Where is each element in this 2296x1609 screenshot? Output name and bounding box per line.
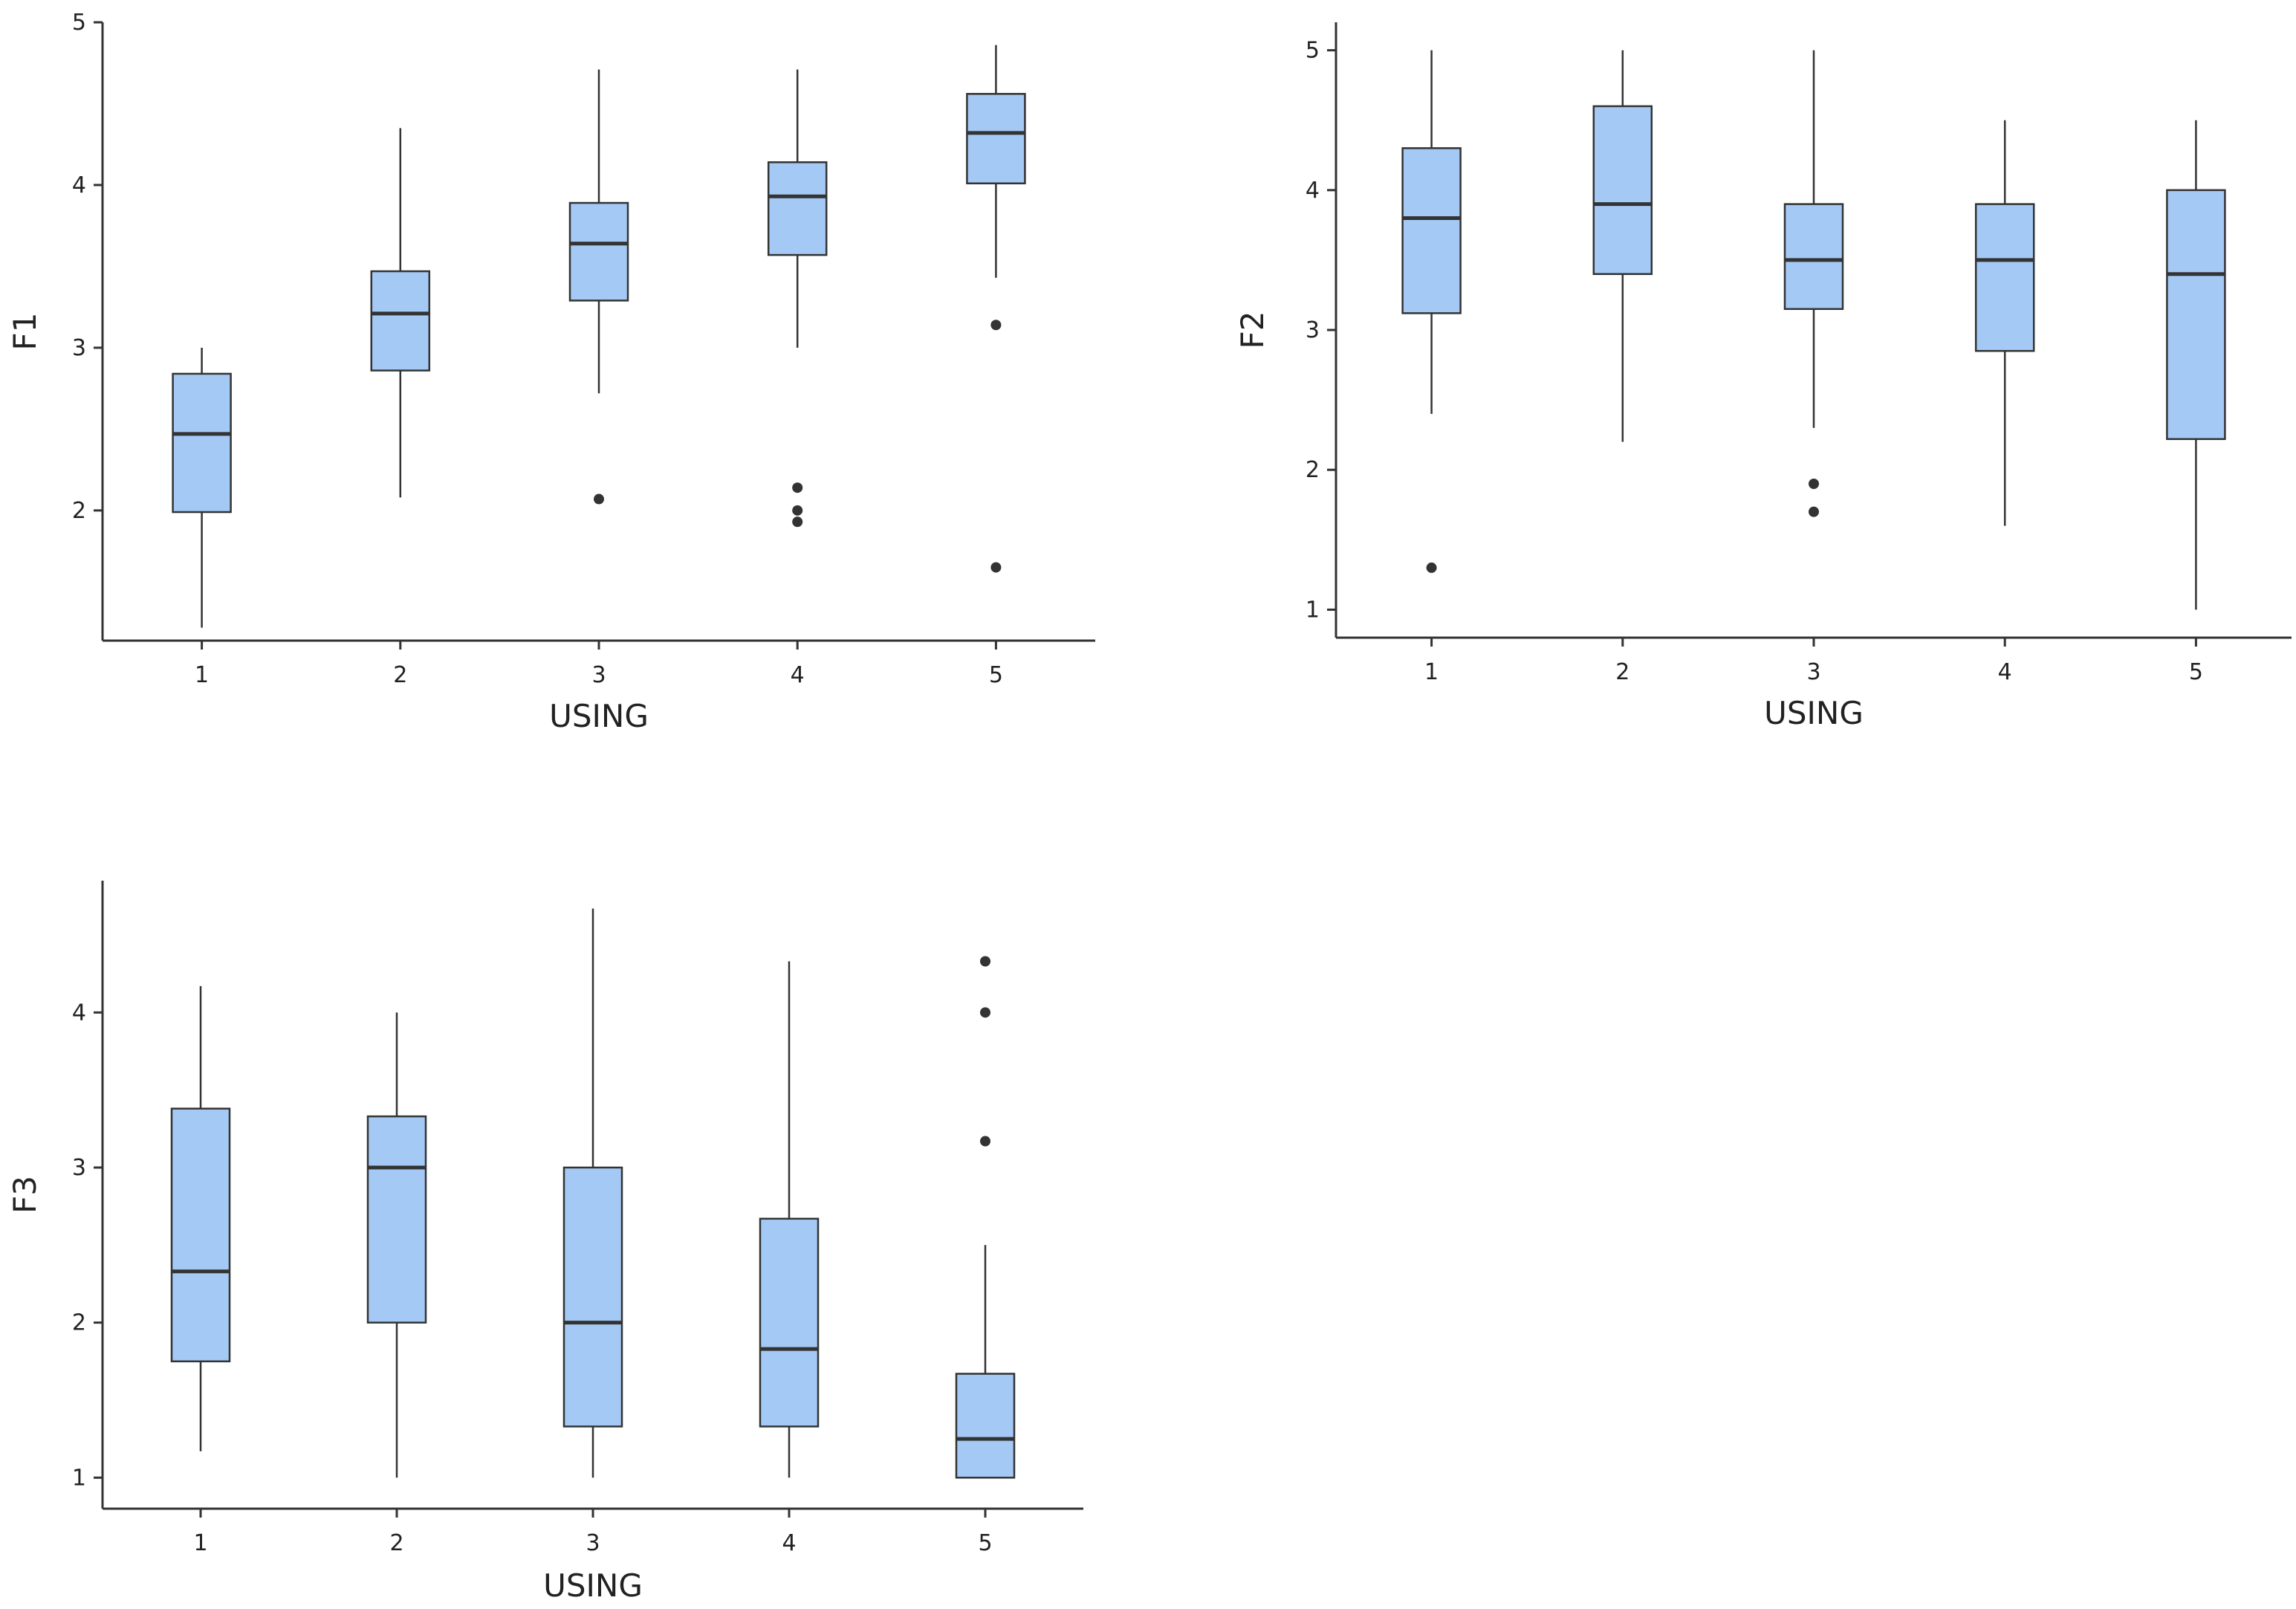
f2-iqr-box	[2166, 189, 2226, 441]
f1-outlier-point	[594, 493, 604, 505]
f2-box-group-3	[1783, 50, 1844, 517]
f2-x-tick-label: 4	[1998, 659, 2012, 685]
f3-x-axis-title: USING	[543, 1567, 643, 1604]
f2-outlier-point	[1809, 506, 1819, 517]
f2-x-axis-title: USING	[1764, 695, 1864, 731]
f2-box-group-1	[1401, 50, 1462, 573]
f2-y-tick-label: 4	[1306, 178, 1320, 204]
f1-x-tick-label: 1	[195, 662, 209, 688]
f3-box-group-2	[366, 1012, 427, 1478]
f3-iqr-box	[170, 1107, 231, 1363]
f1-outlier-point	[792, 517, 803, 528]
f3-outlier-point	[980, 1007, 990, 1018]
f3-x-tick-label: 4	[782, 1530, 796, 1556]
f3-y-tick-label: 2	[72, 1310, 86, 1336]
f1-y-tick-label: 2	[72, 498, 86, 524]
f2-y-axis-title: F2	[1234, 311, 1271, 349]
f1-iqr-box	[767, 161, 828, 256]
f3-outlier-point	[980, 1136, 990, 1147]
f2-x-tick-label: 2	[1615, 659, 1629, 685]
f3-iqr-box	[366, 1115, 427, 1324]
f2-box-group-4	[1974, 120, 2035, 526]
f2-outlier-point	[1426, 562, 1437, 573]
f1-iqr-box	[172, 372, 232, 514]
f3-y-tick-label: 1	[72, 1465, 86, 1491]
f1-iqr-box	[966, 93, 1026, 185]
f2-box-group-2	[1592, 50, 1653, 442]
f2-iqr-box	[1592, 105, 1653, 275]
f2-y-tick-label: 3	[1306, 317, 1320, 343]
f2-box-group-5	[2166, 120, 2226, 610]
f3-y-tick-label: 3	[72, 1155, 86, 1181]
f2-x-tick-label: 5	[2189, 659, 2203, 685]
f3-x-tick-label: 3	[586, 1530, 600, 1556]
f3-outlier-point	[980, 956, 990, 967]
f2-boxplot-panel: 1 2 3 4 5 1 2 3 4 5 USING F2	[1234, 22, 2292, 731]
f1-box-group-3	[568, 69, 629, 505]
f1-outlier-point	[792, 505, 803, 516]
f3-x-tick-label: 1	[193, 1530, 207, 1556]
f1-x-tick-label: 5	[989, 662, 1003, 688]
f1-x-tick-label: 4	[791, 662, 805, 688]
f1-y-tick-label: 5	[72, 10, 86, 36]
f1-x-tick-label: 3	[591, 662, 606, 688]
f1-y-tick-label: 4	[72, 172, 86, 198]
f2-y-tick-label: 1	[1306, 597, 1320, 623]
f3-box-group-5	[955, 956, 1016, 1479]
f3-x-tick-label: 5	[978, 1530, 992, 1556]
f3-iqr-box	[955, 1373, 1016, 1479]
f2-y-tick-label: 5	[1306, 38, 1320, 64]
f2-x-tick-label: 1	[1424, 659, 1439, 685]
f1-outlier-point	[792, 482, 803, 493]
f3-y-tick-label: 4	[72, 1000, 86, 1026]
f2-y-tick-label: 2	[1306, 457, 1320, 483]
f3-box-group-3	[562, 908, 623, 1478]
f3-y-axis-title: F3	[7, 1176, 43, 1214]
f1-box-group-4	[767, 69, 828, 528]
f3-box-group-4	[759, 961, 820, 1478]
f3-iqr-box	[562, 1166, 623, 1428]
f3-boxplot-panel: 1 2 3 4 1 2 3 4 5 USING F3	[7, 881, 1083, 1604]
f2-outlier-point	[1809, 479, 1819, 489]
f2-iqr-box	[1783, 203, 1844, 311]
f1-outlier-point	[990, 320, 1002, 331]
f2-iqr-box	[1974, 203, 2035, 352]
f1-iqr-box	[370, 270, 431, 372]
f3-x-tick-label: 2	[389, 1530, 403, 1556]
f2-x-tick-label: 3	[1806, 659, 1820, 685]
f1-y-axis-title: F1	[7, 313, 43, 351]
f1-boxplot-panel: 2 3 4 5 1 2 3 4 5 USING F1	[7, 10, 1095, 734]
f1-y-tick-label: 3	[72, 335, 86, 361]
f3-iqr-box	[759, 1217, 820, 1428]
f1-box-group-5	[966, 45, 1026, 573]
f1-iqr-box	[568, 201, 629, 302]
f1-box-group-2	[370, 128, 431, 498]
f1-x-tick-label: 2	[393, 662, 407, 688]
f2-iqr-box	[1401, 147, 1462, 314]
f1-outlier-point	[990, 562, 1002, 573]
f1-x-axis-title: USING	[549, 698, 649, 734]
f3-box-group-1	[170, 985, 231, 1451]
f1-box-group-1	[172, 347, 232, 628]
